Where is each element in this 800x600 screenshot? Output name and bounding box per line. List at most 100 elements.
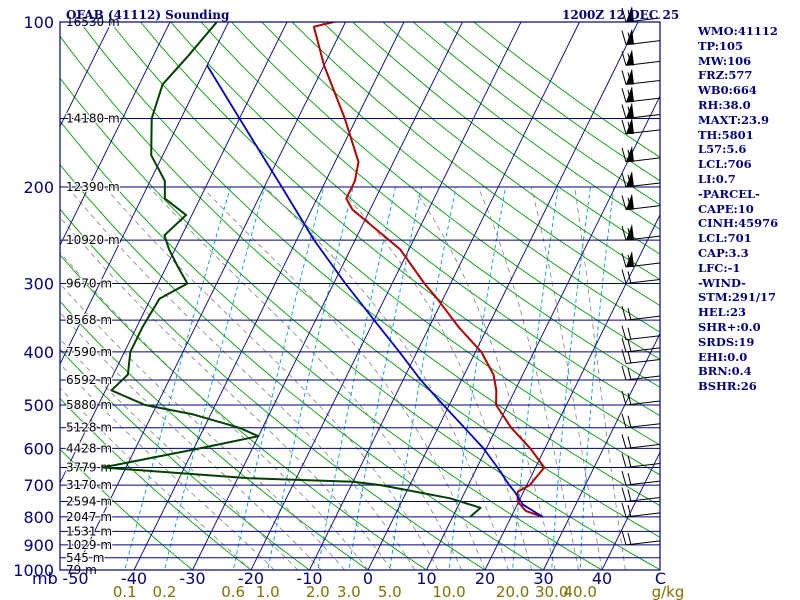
wind-barb — [621, 530, 661, 546]
wind-barb — [621, 251, 661, 268]
index-item: MW:106 — [698, 53, 752, 68]
temperature-tick-label: 40 — [592, 569, 612, 588]
mixing-ratio-unit-label: g/kg — [652, 583, 685, 600]
plot-frame — [59, 21, 661, 571]
mixing-ratio-lines — [124, 186, 615, 570]
isotherm — [60, 22, 171, 247]
index-item: RH:38.0 — [698, 97, 751, 112]
isotherm — [250, 22, 522, 570]
index-item: -WIND- — [698, 275, 746, 290]
height-label: 12390 m — [66, 180, 120, 194]
dry-adiabat — [170, 22, 660, 417]
pressure-tick-label: 200 — [23, 178, 54, 197]
moist-adiabat — [412, 186, 556, 570]
index-item: L57:5.6 — [698, 142, 747, 157]
chart-title: OFAB (41112) Sounding — [66, 8, 230, 22]
wind-barb — [621, 49, 661, 66]
mixing-ratio-tick-label: 30.0 — [535, 583, 568, 600]
sounding-traces — [101, 22, 546, 518]
wind-barb — [621, 365, 661, 381]
index-item: SRDS:19 — [698, 334, 755, 349]
pressure-tick-label: 400 — [23, 343, 54, 362]
wind-barb — [621, 145, 661, 163]
mixing-ratio-line — [164, 186, 266, 570]
height-label: 2047 m — [66, 510, 112, 524]
index-item: LCL:701 — [698, 231, 752, 246]
mixing-ratio-line — [551, 186, 591, 570]
temperature-tick-label: 0 — [363, 569, 373, 588]
dry-adiabat — [109, 22, 660, 476]
wind-barb — [621, 102, 661, 119]
index-item: FRZ:577 — [698, 68, 753, 83]
index-item: CAPE:10 — [698, 201, 754, 216]
wind-barb — [621, 269, 661, 284]
moist-adiabat — [60, 363, 275, 570]
index-item: LFC:-1 — [698, 260, 741, 275]
stability-indices-panel: WMO:41112 TP:105 MW:106 FRZ:577 WB0:664 RH:38… — [698, 24, 798, 394]
wind-barb — [621, 193, 661, 211]
index-item: EHI:0.0 — [698, 349, 748, 364]
dry-adiabat — [60, 163, 545, 570]
dry-adiabat — [60, 397, 252, 570]
height-label: 5128 m — [66, 421, 112, 435]
height-label: 8568 m — [66, 313, 112, 327]
height-label: 2594 m — [66, 495, 112, 509]
height-label: 7590 m — [66, 345, 112, 359]
index-item: LCL:706 — [698, 157, 752, 172]
isotherm — [133, 22, 405, 570]
isotherm — [426, 95, 660, 570]
height-label: 9670 m — [66, 276, 112, 290]
dry-adiabat — [231, 22, 660, 360]
mixing-ratio-tick-label: 3.0 — [337, 583, 361, 600]
dry-adiabat — [60, 120, 603, 570]
mixing-ratio-tick-label: 0.1 — [113, 583, 137, 600]
mixing-ratio-line — [317, 186, 396, 570]
index-item: LI:0.7 — [698, 171, 736, 186]
dry-adiabat — [60, 208, 486, 570]
wind-barb — [621, 434, 661, 449]
temperature-tick-label: 20 — [475, 569, 495, 588]
index-item: WMO:41112 — [698, 24, 778, 38]
isotherm — [75, 22, 346, 570]
dry-adiabat — [291, 22, 660, 307]
isotherms — [60, 22, 660, 570]
wind-barb — [621, 170, 661, 188]
temperature-tick-label: -20 — [238, 569, 264, 588]
dry-adiabat — [352, 22, 660, 255]
mixing-ratio-line — [512, 186, 559, 570]
temperature-tick-label: 30 — [533, 569, 553, 588]
wind-barb — [621, 306, 661, 321]
temperature-tick-label: -50 — [62, 569, 88, 588]
wind-barb — [621, 413, 661, 429]
wind-barb — [621, 68, 661, 85]
isotherm — [543, 332, 660, 570]
mixing-ratio-tick-label: 40.0 — [564, 583, 597, 600]
dry-adiabat — [200, 22, 660, 388]
mixing-ratio-line — [232, 186, 325, 570]
mixing-ratio-tick-label: 1.0 — [256, 583, 280, 600]
isotherm — [192, 22, 463, 570]
height-label: 10920 m — [66, 233, 120, 247]
index-item: WB0:664 — [698, 83, 757, 98]
height-label: 3170 m — [66, 478, 112, 492]
pressure-tick-label: 1000 — [13, 561, 54, 580]
index-item: TH:5801 — [698, 127, 754, 142]
temperature-axis: -50 -40 -30 -20 -10 0 10 20 30 40 C — [62, 569, 666, 588]
mixing-ratio-tick-label: 0.2 — [153, 583, 177, 600]
moist-adiabat — [530, 186, 603, 570]
index-item: TP:105 — [698, 38, 744, 53]
index-item: BSHR:26 — [698, 379, 757, 394]
temperature-tick-label: 10 — [416, 569, 436, 588]
height-label: 3779 m — [66, 460, 112, 474]
wind-barbs — [621, 6, 661, 546]
pressure-tick-label: 500 — [23, 396, 54, 415]
mixing-ratio-line — [267, 186, 354, 570]
mixing-ratio-line — [579, 186, 615, 570]
parcel-trace — [206, 64, 544, 518]
temperature-tick-label: -40 — [121, 569, 147, 588]
pressure-tick-label: 100 — [23, 13, 54, 32]
index-item: HEL:23 — [698, 305, 746, 320]
height-label: 545 m — [66, 551, 104, 565]
pressure-tick-label: 800 — [23, 508, 54, 527]
